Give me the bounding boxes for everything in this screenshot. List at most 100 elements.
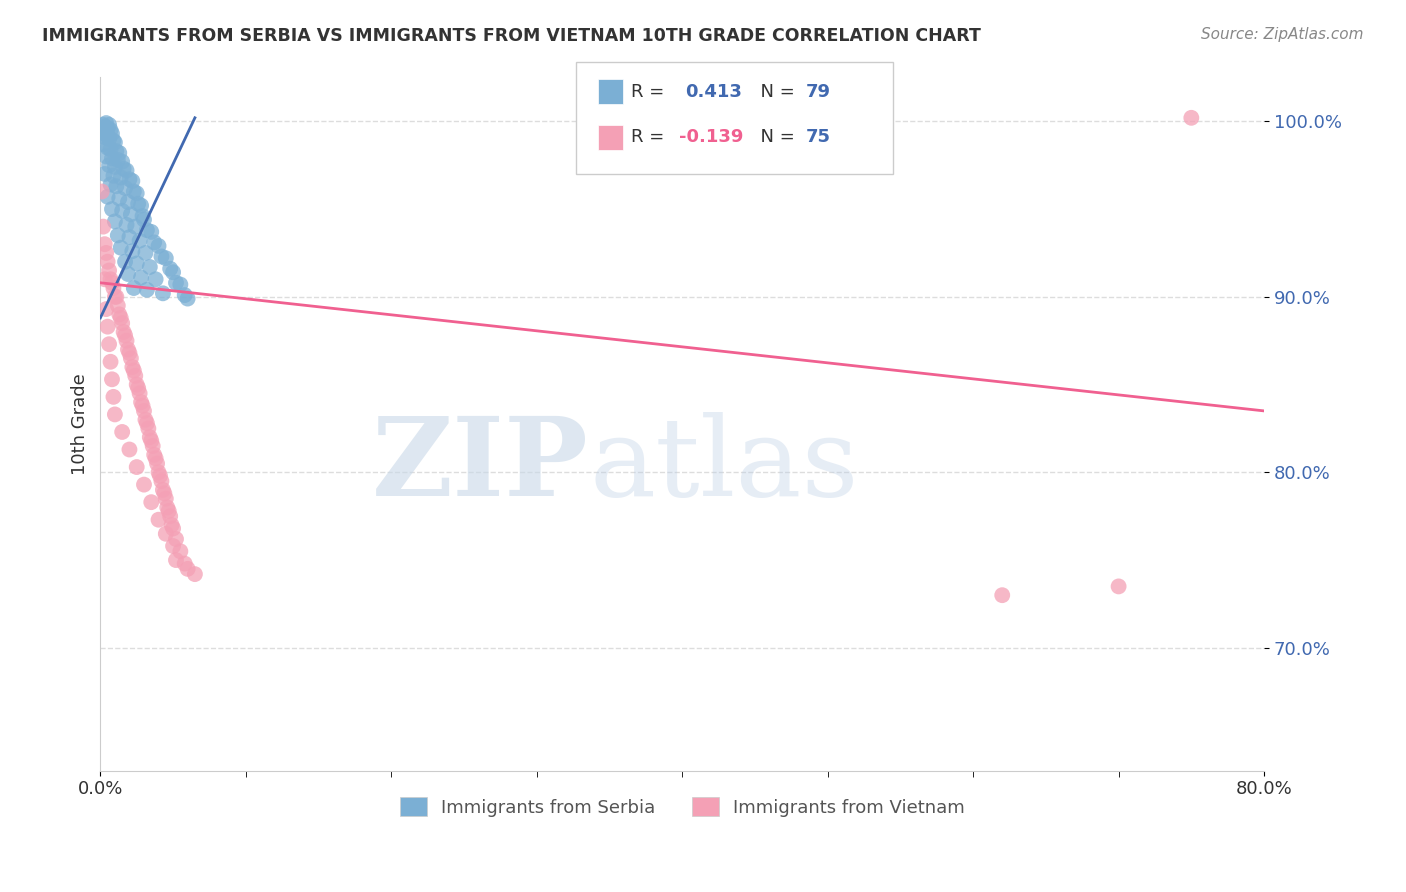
- Point: [165, 553, 187, 567]
- Point: [100, 272, 122, 286]
- Point: [97, 121, 120, 136]
- Point: [105, 290, 128, 304]
- Point: [165, 532, 187, 546]
- Point: [120, 351, 142, 366]
- Point: [132, 477, 155, 491]
- Point: [122, 185, 145, 199]
- Point: [93, 127, 115, 141]
- Point: [125, 256, 148, 270]
- Point: [129, 395, 152, 409]
- Point: [135, 223, 157, 237]
- Point: [118, 346, 141, 360]
- Point: [103, 169, 125, 183]
- Point: [146, 457, 169, 471]
- Point: [111, 154, 134, 169]
- Point: [101, 127, 124, 141]
- Point: [184, 567, 207, 582]
- Point: [104, 214, 127, 228]
- Text: 0.413: 0.413: [685, 83, 741, 101]
- Point: [117, 343, 139, 357]
- Point: [107, 153, 129, 167]
- Point: [128, 386, 150, 401]
- Text: IMMIGRANTS FROM SERBIA VS IMMIGRANTS FROM VIETNAM 10TH GRADE CORRELATION CHART: IMMIGRANTS FROM SERBIA VS IMMIGRANTS FRO…: [42, 27, 981, 45]
- Point: [165, 276, 187, 290]
- Point: [98, 263, 121, 277]
- Text: N =: N =: [749, 83, 801, 101]
- Point: [118, 230, 141, 244]
- Point: [155, 251, 177, 265]
- Point: [138, 421, 160, 435]
- Point: [98, 158, 121, 172]
- Point: [162, 539, 184, 553]
- Point: [105, 144, 128, 158]
- Point: [96, 116, 118, 130]
- Point: [143, 448, 166, 462]
- Point: [134, 412, 156, 426]
- Point: [100, 123, 122, 137]
- Point: [121, 174, 143, 188]
- Point: [125, 377, 148, 392]
- Point: [169, 277, 191, 292]
- Point: [145, 272, 167, 286]
- Point: [114, 181, 136, 195]
- Point: [90, 123, 112, 137]
- Text: 79: 79: [806, 83, 831, 101]
- Point: [131, 209, 153, 223]
- Point: [101, 151, 124, 165]
- Point: [148, 513, 170, 527]
- Point: [176, 292, 198, 306]
- Point: [97, 254, 120, 268]
- Point: [98, 132, 121, 146]
- Point: [145, 451, 167, 466]
- Point: [115, 334, 138, 348]
- Point: [128, 234, 150, 248]
- Point: [173, 288, 195, 302]
- Text: 75: 75: [806, 128, 831, 146]
- Point: [125, 186, 148, 201]
- Point: [91, 125, 114, 139]
- Point: [131, 399, 153, 413]
- Point: [162, 265, 184, 279]
- Point: [115, 218, 138, 232]
- Point: [1180, 111, 1202, 125]
- Point: [103, 390, 125, 404]
- Point: [114, 254, 136, 268]
- Point: [148, 466, 170, 480]
- Point: [124, 219, 146, 234]
- Point: [150, 250, 173, 264]
- Point: [98, 118, 121, 132]
- Point: [122, 363, 145, 377]
- Point: [93, 130, 115, 145]
- Point: [104, 160, 127, 174]
- Point: [159, 261, 181, 276]
- Point: [104, 290, 127, 304]
- Point: [155, 526, 177, 541]
- Point: [139, 260, 162, 274]
- Point: [127, 196, 149, 211]
- Point: [101, 276, 124, 290]
- Point: [107, 228, 129, 243]
- Point: [1108, 579, 1130, 593]
- Point: [93, 272, 115, 286]
- Point: [117, 267, 139, 281]
- Point: [111, 203, 134, 218]
- Point: [93, 167, 115, 181]
- Point: [155, 491, 177, 506]
- Point: [141, 225, 163, 239]
- Point: [122, 281, 145, 295]
- Point: [100, 142, 122, 156]
- Text: ZIP: ZIP: [373, 412, 589, 519]
- Point: [93, 120, 115, 134]
- Point: [149, 468, 172, 483]
- Point: [139, 430, 162, 444]
- Text: R =: R =: [631, 83, 676, 101]
- Point: [111, 316, 134, 330]
- Point: [125, 460, 148, 475]
- Point: [117, 195, 139, 210]
- Y-axis label: 10th Grade: 10th Grade: [72, 373, 89, 475]
- Text: R =: R =: [631, 128, 671, 146]
- Point: [103, 134, 125, 148]
- Point: [135, 416, 157, 430]
- Point: [108, 192, 131, 206]
- Point: [112, 161, 135, 176]
